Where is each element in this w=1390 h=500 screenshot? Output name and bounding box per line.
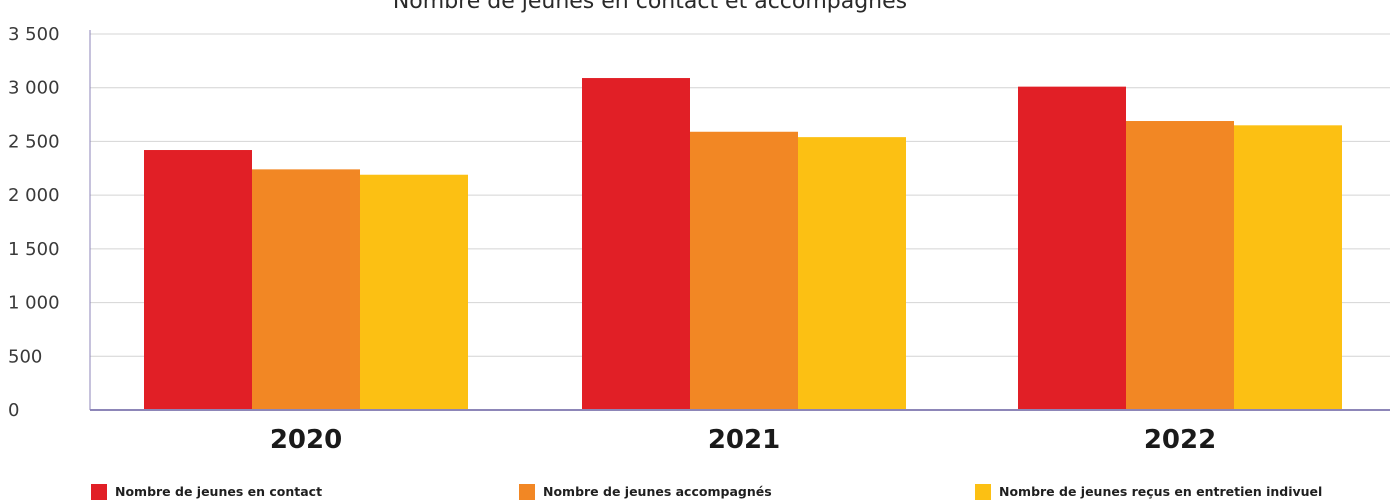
y-tick-label: 2 000 <box>8 185 60 206</box>
legend: Nombre de jeunes en contact Nombre de je… <box>0 484 1390 500</box>
y-tick-label: 1 500 <box>8 239 60 260</box>
y-tick-label: 2 500 <box>8 131 60 152</box>
bar <box>582 78 690 410</box>
y-tick-label: 0 <box>8 400 19 421</box>
y-tick-label: 500 <box>8 346 42 367</box>
legend-item-contact: Nombre de jeunes en contact <box>91 484 322 500</box>
x-tick-label: 2020 <box>270 425 342 455</box>
legend-swatch-interview <box>975 484 991 500</box>
legend-item-accompanied: Nombre de jeunes accompagnés <box>519 484 772 500</box>
x-tick-label: 2022 <box>1144 425 1216 455</box>
bar <box>1126 121 1234 410</box>
bar <box>252 169 360 410</box>
y-axis-ticks: 0 500 1 000 1 500 2 000 2 500 3 000 3 500 <box>8 24 60 421</box>
legend-label-accompanied: Nombre de jeunes accompagnés <box>543 484 772 499</box>
x-tick-label: 2021 <box>708 425 780 455</box>
y-tick-label: 3 000 <box>8 78 60 99</box>
bar <box>1018 86 1126 410</box>
bar <box>360 174 468 410</box>
bar <box>690 131 798 410</box>
bar <box>1234 125 1342 411</box>
legend-label-interview: Nombre de jeunes reçus en entretien indi… <box>999 484 1323 499</box>
x-axis-ticks: 2020 2021 2022 <box>270 425 1216 455</box>
legend-label-contact: Nombre de jeunes en contact <box>115 484 323 499</box>
axes <box>89 30 1390 411</box>
legend-swatch-accompanied <box>519 484 535 500</box>
bar <box>798 137 906 411</box>
legend-item-interview: Nombre de jeunes reçus en entretien indi… <box>975 484 1322 500</box>
y-tick-label: 3 500 <box>8 24 60 45</box>
y-tick-label: 1 000 <box>8 293 60 314</box>
chart-title: Nombre de jeunes en contact et accompagn… <box>393 0 907 14</box>
bars <box>144 78 1342 411</box>
bar <box>144 150 252 410</box>
legend-swatch-contact <box>91 484 107 500</box>
